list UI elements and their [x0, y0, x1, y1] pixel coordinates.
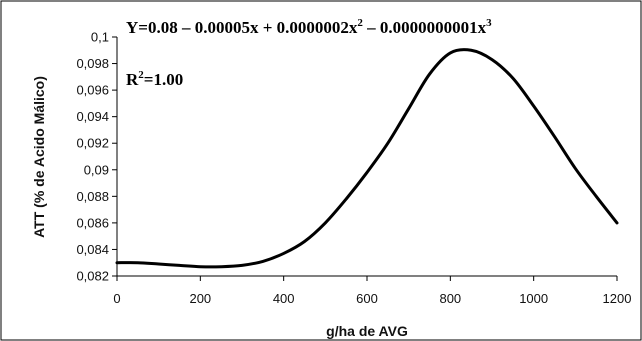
y-tick-label: 0,096: [76, 83, 109, 98]
y-tick-label: 0,092: [76, 136, 109, 151]
y-tick-label: 0,088: [76, 189, 109, 204]
x-tick-label: 400: [273, 291, 295, 306]
r-squared-exp: 2: [138, 69, 144, 81]
x-tick-group: 0 200 400 600 800 1000 1200: [113, 276, 631, 306]
y-tick-label: 0,09: [84, 162, 109, 177]
y-tick-label: 0,084: [76, 242, 109, 257]
y-tick-label: 0,1: [91, 30, 109, 45]
r-squared-value: =1.00: [144, 70, 183, 89]
x-tick-label: 1000: [519, 291, 548, 306]
r-squared: R2=1.00: [126, 69, 183, 89]
x-tick-label: 1200: [603, 291, 632, 306]
equation-exp-3: 3: [486, 17, 492, 29]
y-tick-label: 0,098: [76, 56, 109, 71]
y-tick-group: 0,082 0,084 0,086 0,088 0,09 0,092 0,094 0,096 0…: [76, 30, 117, 284]
y-tick-label: 0,082: [76, 269, 109, 284]
x-axis-title: g/ha de AVG: [326, 323, 408, 339]
y-tick-label: 0,086: [76, 215, 109, 230]
y-axis-title: ATT (% de Acido Málico): [31, 76, 47, 238]
equation-prefix: Y=0.08 – 0.00005x + 0.0000002x: [126, 18, 358, 37]
equation-middle: – 0.0000000001x: [363, 18, 487, 37]
x-tick-label: 200: [189, 291, 211, 306]
equation-exp-2: 2: [357, 17, 363, 29]
series-line: [115, 48, 619, 269]
x-tick-label: 600: [356, 291, 378, 306]
regression-equation: Y=0.08 – 0.00005x + 0.0000002x2 – 0.0000…: [126, 17, 492, 37]
x-tick-label: 0: [113, 291, 120, 306]
x-tick-label: 800: [439, 291, 461, 306]
y-tick-label: 0,094: [76, 109, 109, 124]
r-squared-prefix: R: [126, 70, 139, 89]
